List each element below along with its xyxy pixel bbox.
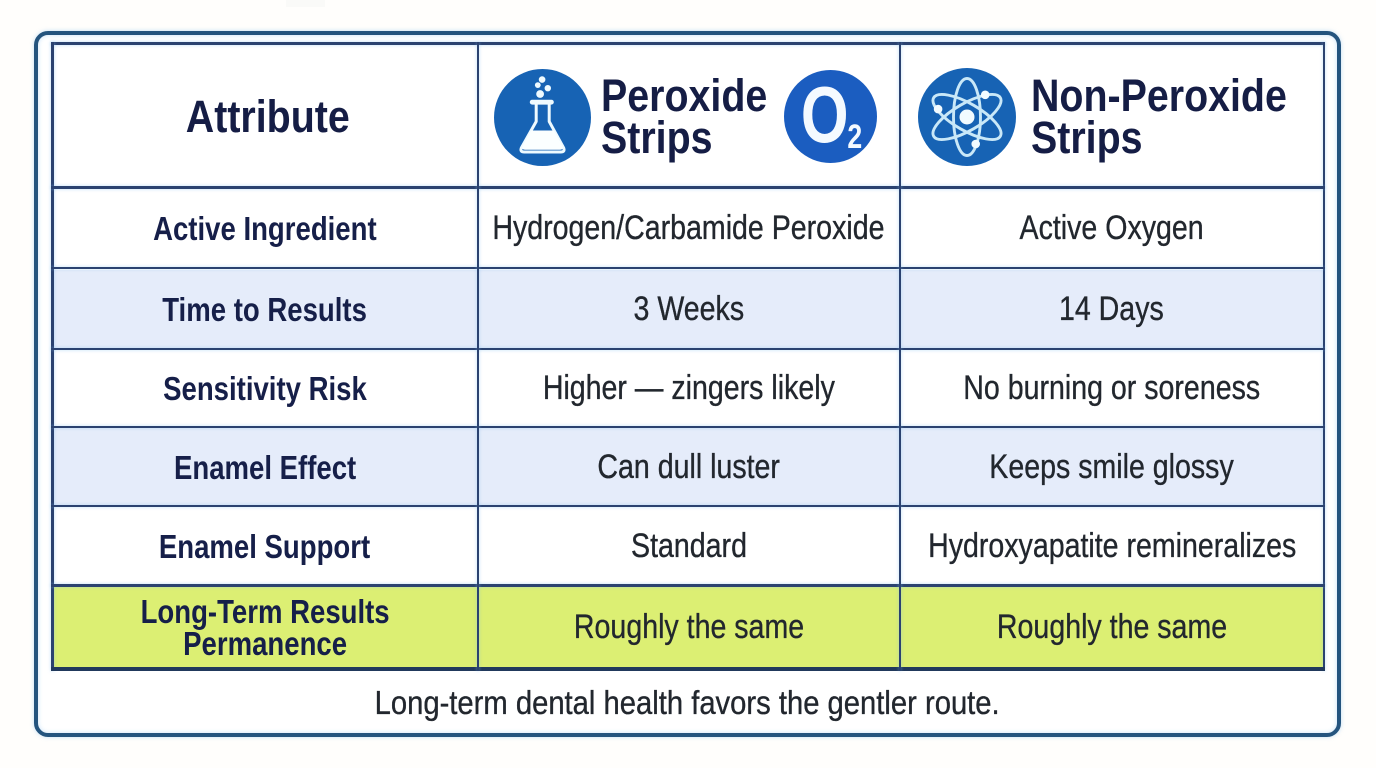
svg-text:2: 2 bbox=[847, 116, 862, 155]
svg-text:O: O bbox=[800, 71, 848, 160]
